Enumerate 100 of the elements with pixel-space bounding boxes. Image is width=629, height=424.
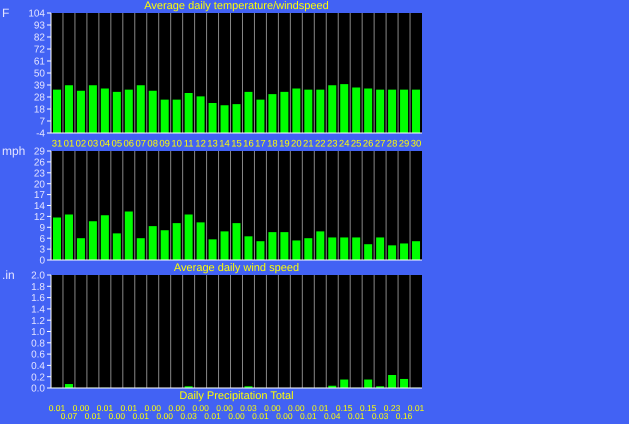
x-tick-label: 10 xyxy=(171,138,182,150)
y-tick-label: 26 xyxy=(34,157,46,168)
y-tick-label: 50 xyxy=(34,68,46,80)
data-label: 0.01 xyxy=(120,403,138,413)
y-tick-label: 3 xyxy=(39,244,46,256)
x-tick-label: 03 xyxy=(88,138,98,150)
data-label: 0.01 xyxy=(48,403,66,413)
y-tick-label: 6 xyxy=(39,234,46,245)
data-label: 0.15 xyxy=(358,403,378,413)
x-tick-label: 02 xyxy=(76,138,86,150)
data-label: 0.01 xyxy=(132,411,150,421)
x-tick-label: 15 xyxy=(231,138,242,150)
x-tick-label: 30 xyxy=(410,138,422,150)
data-label: 0.01 xyxy=(300,411,317,421)
x-tick-label: 16 xyxy=(243,138,254,150)
y-tick-label: 1.6 xyxy=(31,293,46,304)
y-tick-label: 0 xyxy=(39,256,46,267)
y-tick-label: 93 xyxy=(34,20,46,32)
data-label: 0.00 xyxy=(72,403,90,413)
data-label: 0.01 xyxy=(310,403,330,413)
y-tick-label: 7 xyxy=(39,116,46,128)
x-tick-label: 20 xyxy=(291,138,302,150)
data-label: 0.07 xyxy=(60,411,78,421)
data-label: 0.03 xyxy=(372,411,388,421)
x-tick-label: 26 xyxy=(362,138,374,150)
x-tick-label: 24 xyxy=(338,138,350,150)
x-tick-label: 25 xyxy=(350,138,362,150)
y-axis-title: mph xyxy=(2,144,26,158)
data-label: 0.04 xyxy=(324,411,340,421)
y-tick-label: 1.2 xyxy=(31,316,46,327)
y-tick-label: 0.2 xyxy=(31,372,46,384)
x-tick-label: 07 xyxy=(135,138,146,150)
data-label: 0.00 xyxy=(276,411,293,421)
data-label: 0.01 xyxy=(252,411,269,421)
y-tick-label: 61 xyxy=(34,56,46,68)
y-tick-label: 1.8 xyxy=(31,282,46,293)
y-tick-label: 9 xyxy=(39,222,46,234)
x-tick-label: 27 xyxy=(374,138,386,150)
data-label: 0.00 xyxy=(228,411,245,421)
data-label: 0.15 xyxy=(334,403,354,413)
y-tick-label: -4 xyxy=(36,128,46,140)
x-axis-title: Daily Precipitation Total xyxy=(178,390,295,402)
data-label: 0.01 xyxy=(96,403,114,413)
y-tick-label: 0.6 xyxy=(31,350,46,361)
data-label: 0.16 xyxy=(396,411,412,421)
x-tick-label: 13 xyxy=(207,138,218,150)
x-tick-label: 09 xyxy=(159,138,170,150)
y-axis-title: F xyxy=(2,6,10,20)
y-tick-label: 0.4 xyxy=(31,360,46,372)
x-tick-label: 12 xyxy=(195,138,206,150)
x-tick-label: 06 xyxy=(124,138,134,150)
x-axis-title: Average daily wind speed xyxy=(172,262,300,274)
x-tick-label: 11 xyxy=(184,138,194,150)
y-tick-label: 2.0 xyxy=(31,270,46,282)
data-label: 0.01 xyxy=(348,411,364,421)
data-label: 0.03 xyxy=(239,403,258,413)
x-tick-label: 23 xyxy=(326,138,338,150)
x-tick-label: 05 xyxy=(112,138,122,150)
y-tick-label: 18 xyxy=(34,104,46,116)
y-tick-label: 72 xyxy=(34,44,46,56)
x-tick-label: 31 xyxy=(52,138,62,150)
data-label: 0.00 xyxy=(156,411,173,421)
x-tick-label: 08 xyxy=(147,138,158,150)
y-tick-label: 23 xyxy=(34,168,46,180)
x-tick-label: 17 xyxy=(255,138,266,150)
y-tick-label: 39 xyxy=(34,80,46,92)
x-tick-label: 21 xyxy=(303,138,314,150)
data-label: 0.00 xyxy=(167,403,186,413)
data-label: 0.00 xyxy=(263,403,282,413)
x-tick-label: 01 xyxy=(64,138,74,150)
x-tick-label: 18 xyxy=(267,138,278,150)
y-tick-label: 0.8 xyxy=(31,338,46,350)
y-tick-label: 82 xyxy=(34,32,46,44)
y-tick-label: 28 xyxy=(34,92,46,104)
y-tick-label: 14 xyxy=(34,201,46,212)
y-tick-label: 0.0 xyxy=(31,384,46,395)
data-label: 0.00 xyxy=(287,403,306,413)
data-label: 0.03 xyxy=(180,411,197,421)
data-label: 0.00 xyxy=(215,403,234,413)
y-tick-label: 17 xyxy=(34,190,46,202)
x-tick-label: 28 xyxy=(386,138,398,150)
y-tick-label: 29 xyxy=(34,146,46,158)
chart-title: Average daily temperature/windspeed xyxy=(143,0,330,12)
y-tick-label: 12 xyxy=(34,212,46,223)
y-tick-label: 20 xyxy=(34,179,46,190)
y-tick-label: 104 xyxy=(28,8,46,20)
data-label: 0.01 xyxy=(406,403,426,413)
data-label: 0.23 xyxy=(382,403,402,413)
x-tick-label: 19 xyxy=(279,138,290,150)
data-label: 0.00 xyxy=(108,411,126,421)
data-label: 0.00 xyxy=(143,403,162,413)
x-tick-label: 29 xyxy=(398,138,410,150)
y-tick-label: 1.4 xyxy=(31,304,46,316)
y-tick-label: 1.0 xyxy=(31,327,46,338)
data-label: 0.01 xyxy=(204,411,221,421)
x-tick-label: 04 xyxy=(100,138,110,150)
data-label: 0.00 xyxy=(191,403,210,413)
data-label: 0.01 xyxy=(84,411,102,421)
x-tick-label: 22 xyxy=(314,138,326,150)
y-axis-title: .in xyxy=(2,268,15,282)
